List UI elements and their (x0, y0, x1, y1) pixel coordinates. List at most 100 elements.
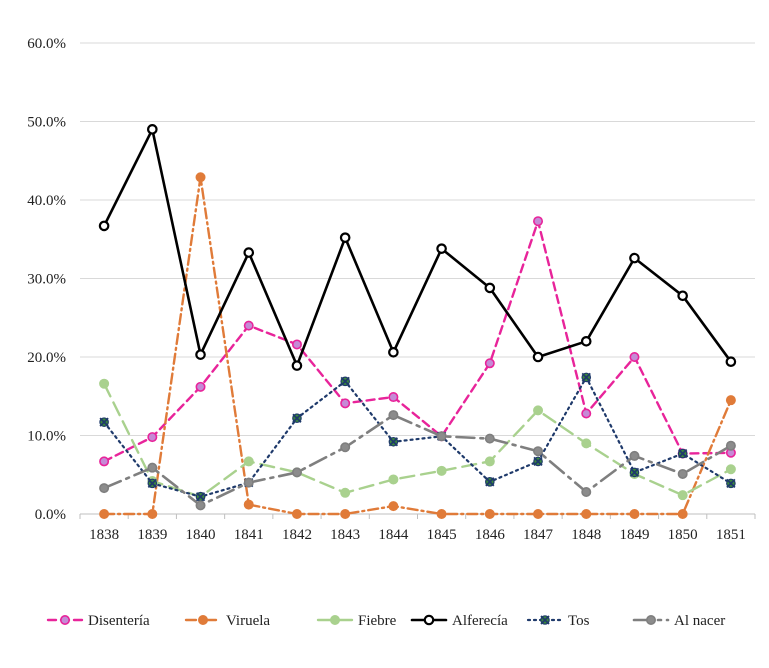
x-tick-label: 1844 (378, 527, 409, 543)
data-point-tos-x2 (726, 478, 736, 489)
x-tick-label: 1840 (186, 527, 216, 543)
legend-label: Fiebre (358, 613, 397, 629)
data-point-alferecia (98, 220, 110, 232)
data-point-tos (726, 478, 736, 489)
data-point-tos (292, 413, 302, 424)
data-point-tos-x2 (388, 437, 399, 447)
legend-item-al-nacer: Al nacer (632, 613, 725, 629)
data-point-tos-x2 (340, 376, 350, 386)
data-point-fiebre (388, 474, 399, 485)
x-tick-label: 1845 (427, 527, 457, 543)
data-point-fiebre (533, 405, 544, 416)
x-tick-label: 1839 (137, 527, 167, 543)
data-point-al-nacer (581, 487, 592, 498)
legend-item-alferecia: Alferecía (410, 613, 508, 629)
legend-item-tos: Tos (526, 613, 590, 629)
data-point-disenteria (340, 398, 351, 409)
x-tick-label: 1848 (571, 527, 601, 543)
data-point-fiebre (436, 465, 447, 476)
data-point-disenteria (243, 320, 254, 331)
x-tick-label: 1842 (282, 527, 312, 543)
data-point-fiebre (484, 456, 495, 467)
data-point-viruela (340, 508, 351, 519)
legend-label: Tos (568, 613, 590, 629)
data-point-disenteria (195, 381, 206, 392)
data-point-tos (99, 417, 109, 427)
data-point-alferecia (532, 351, 544, 363)
data-point-disenteria (484, 358, 495, 369)
data-point-al-nacer (725, 440, 736, 451)
data-point-viruela (195, 172, 206, 183)
legend-swatch-marker (423, 614, 435, 626)
data-point-fiebre (581, 438, 592, 449)
series-al-nacer (99, 410, 736, 511)
y-tick-label: 0.0% (35, 507, 66, 523)
y-tick-label: 10.0% (27, 429, 66, 445)
legend-item-disenteria: Disentería (46, 613, 150, 629)
data-point-fiebre (677, 490, 688, 501)
legend-label: Disentería (88, 613, 150, 629)
data-point-viruela (243, 499, 254, 510)
data-point-al-nacer (629, 450, 640, 461)
series-viruela (99, 172, 736, 519)
data-point-disenteria (291, 339, 302, 350)
data-point-tos (485, 477, 495, 487)
legend-label: Alferecía (452, 613, 508, 629)
data-point-al-nacer (147, 462, 158, 473)
data-point-tos-x2 (581, 372, 591, 383)
data-point-viruela (388, 501, 399, 512)
data-point-viruela (99, 508, 110, 519)
x-tick-label: 1838 (89, 527, 119, 543)
series-line-alferecia (102, 128, 733, 367)
data-point-al-nacer (484, 433, 495, 444)
data-point-disenteria (629, 351, 640, 362)
data-point-disenteria (388, 392, 399, 403)
data-point-tos-x2 (678, 448, 688, 459)
legend-swatch-marker (540, 615, 550, 625)
legend: Disentería Viruela Fiebre Alferecía Tos Al na… (46, 613, 725, 629)
data-point-disenteria (533, 216, 544, 227)
data-point-tos (388, 436, 399, 447)
data-point-al-nacer (243, 477, 254, 488)
series-alferecia (98, 124, 737, 371)
series-line-al-nacer (102, 413, 733, 507)
series-line-viruela (102, 175, 733, 516)
data-point-al-nacer (388, 410, 399, 421)
legend-swatch-marker (198, 614, 209, 625)
y-tick-label: 50.0% (27, 115, 66, 131)
data-point-fiebre (725, 464, 736, 475)
data-point-alferecia (339, 232, 351, 243)
data-point-viruela (147, 508, 158, 519)
data-point-disenteria (147, 432, 158, 443)
data-point-disenteria (581, 408, 592, 419)
gridlines (80, 42, 755, 436)
y-tick-label: 60.0% (27, 36, 66, 52)
data-point-alferecia (147, 124, 158, 135)
data-point-al-nacer (195, 500, 206, 511)
data-point-tos (677, 448, 688, 459)
legend-swatch-marker (59, 614, 70, 625)
series-line-fiebre (102, 382, 733, 498)
data-point-al-nacer (291, 467, 302, 478)
x-tick-label: 1843 (330, 527, 360, 543)
data-point-tos-x2 (292, 413, 302, 423)
data-point-tos (195, 491, 206, 502)
x-tick-label: 1851 (716, 527, 746, 543)
x-tick-label: 1847 (523, 527, 554, 543)
legend-label: Viruela (226, 613, 270, 629)
data-point-tos (147, 478, 158, 489)
data-point-alferecia (629, 252, 640, 264)
data-point-alferecia (580, 335, 592, 347)
data-point-tos (533, 456, 543, 467)
data-point-alferecia (388, 346, 399, 358)
series-line-tos (102, 376, 733, 498)
legend-swatch-marker (645, 614, 656, 625)
legend-label: Al nacer (674, 613, 725, 629)
data-point-tos-x2 (485, 477, 495, 487)
data-point-alferecia (484, 282, 496, 294)
series-line-disenteria (102, 219, 733, 463)
data-point-viruela (677, 508, 688, 519)
series-disenteria (99, 216, 736, 467)
